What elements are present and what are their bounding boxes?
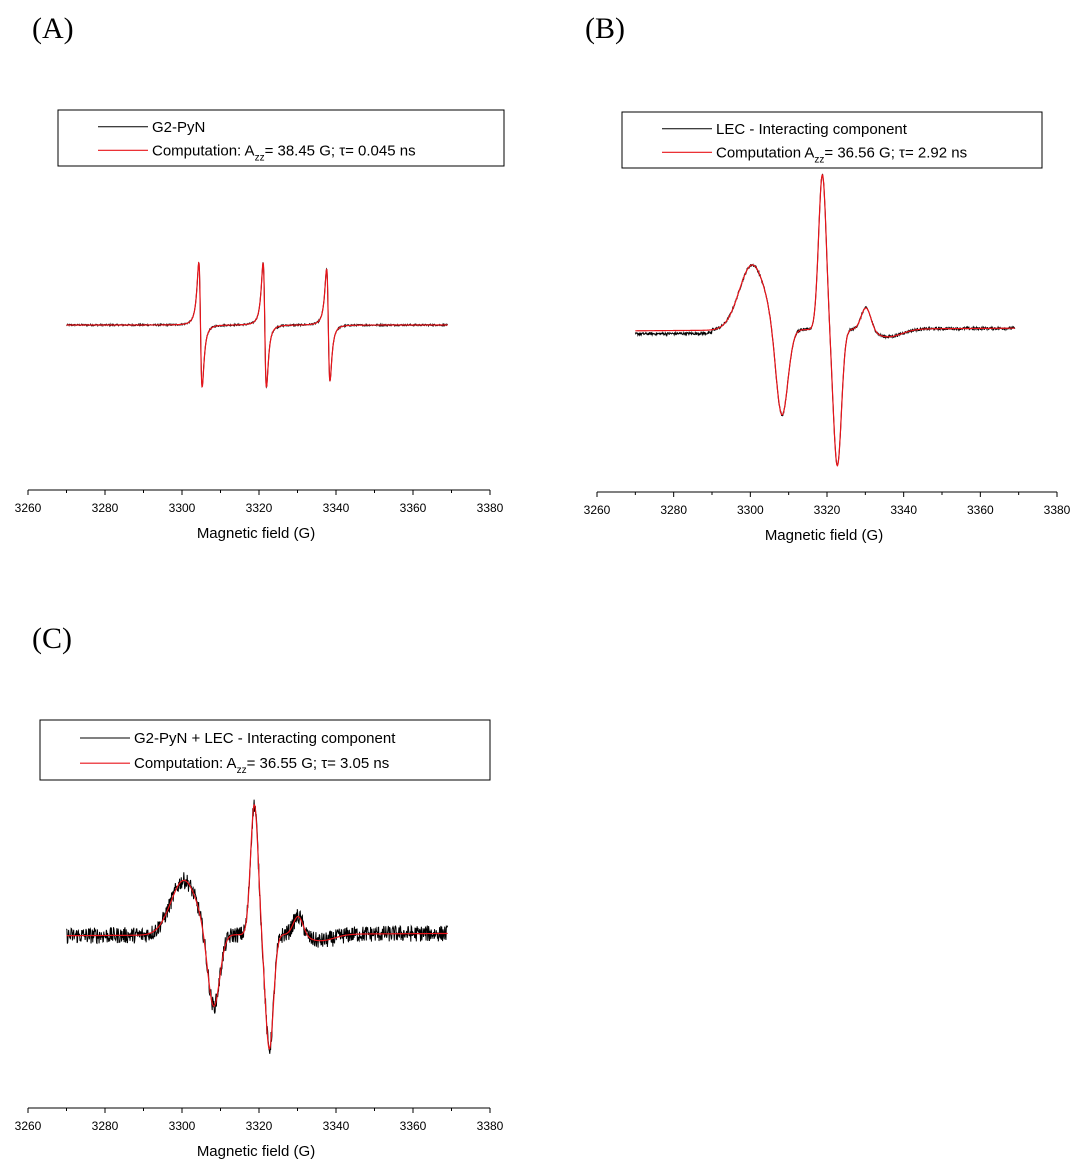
legend-label-experimental: G2-PyN bbox=[152, 119, 205, 136]
x-axis-label: Magnetic field (G) bbox=[765, 527, 883, 544]
legend-box bbox=[39, 719, 491, 781]
panel-label: (B) bbox=[585, 12, 625, 45]
x-axis-label: Magnetic field (G) bbox=[197, 525, 315, 542]
legend: LEC - Interacting component Computation A… bbox=[621, 111, 1043, 169]
x-tick-label: 3380 bbox=[1044, 503, 1071, 517]
x-axis-label: Magnetic field (G) bbox=[197, 1143, 315, 1160]
x-tick-label: 3340 bbox=[323, 501, 350, 515]
x-tick-label: 3280 bbox=[92, 501, 119, 515]
legend: G2-PyN Computation: Azz= 38.45 G; τ= 0.04… bbox=[57, 109, 505, 167]
panel-c: (C) 3260 3280 3300 3320 3340 3360 3380 Magnetic … bbox=[15, 622, 504, 1160]
legend-label-computation: Computation: Azz= 36.55 G; τ= 3.05 ns bbox=[134, 755, 389, 776]
series-computation-line bbox=[66, 261, 448, 388]
x-tick-label: 3380 bbox=[477, 1119, 504, 1133]
x-tick-label: 3320 bbox=[814, 503, 841, 517]
legend-box bbox=[57, 109, 505, 167]
x-tick-label: 3260 bbox=[584, 503, 611, 517]
x-tick-label: 3260 bbox=[15, 501, 42, 515]
x-tick-label: 3280 bbox=[660, 503, 687, 517]
x-tick-label: 3380 bbox=[477, 501, 504, 515]
legend-box bbox=[621, 111, 1043, 169]
x-tick-label: 3340 bbox=[323, 1119, 350, 1133]
series-computation-line bbox=[66, 804, 448, 1050]
legend-label-experimental: LEC - Interacting component bbox=[716, 121, 908, 138]
panel-label: (C) bbox=[32, 622, 72, 655]
x-tick-label: 3360 bbox=[400, 501, 427, 515]
legend-label-experimental: G2-PyN + LEC - Interacting component bbox=[134, 730, 396, 747]
legend-label-computation: Computation: Azz= 38.45 G; τ= 0.045 ns bbox=[152, 142, 416, 163]
x-tick-label: 3320 bbox=[246, 501, 273, 515]
x-tick-label: 3320 bbox=[246, 1119, 273, 1133]
panel-label: (A) bbox=[32, 12, 74, 45]
legend-label-computation: Computation Azz= 36.56 G; τ= 2.92 ns bbox=[716, 144, 967, 165]
x-tick-label: 3300 bbox=[169, 501, 196, 515]
x-tick-label: 3360 bbox=[967, 503, 994, 517]
panel-b: (B) 3260 3280 3300 3320 3340 3360 3380 Magnetic … bbox=[584, 12, 1071, 544]
x-tick-label: 3360 bbox=[400, 1119, 427, 1133]
x-tick-label: 3340 bbox=[890, 503, 917, 517]
legend: G2-PyN + LEC - Interacting component Comp… bbox=[39, 719, 491, 781]
x-tick-label: 3300 bbox=[737, 503, 764, 517]
x-tick-label: 3260 bbox=[15, 1119, 42, 1133]
x-tick-label: 3300 bbox=[169, 1119, 196, 1133]
panel-a: (A) 3260 3280 3300 3320 3340 3360 3380 Magnetic … bbox=[15, 12, 505, 542]
series-computation-line bbox=[635, 173, 1015, 467]
x-tick-label: 3280 bbox=[92, 1119, 119, 1133]
